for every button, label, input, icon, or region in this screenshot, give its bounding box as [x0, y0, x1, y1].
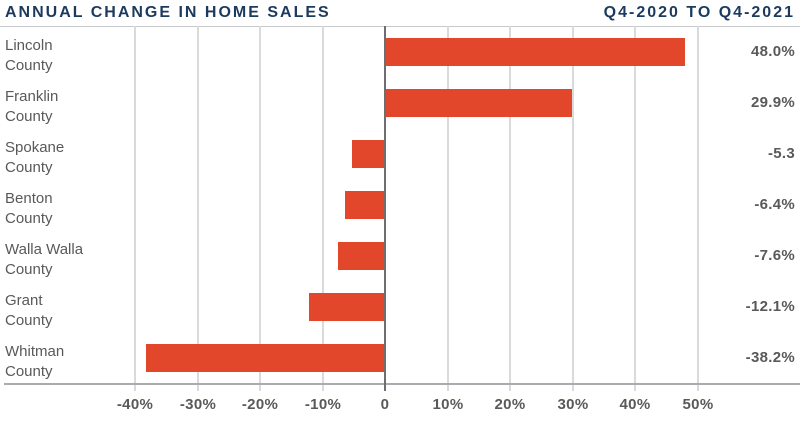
- vertical-gridline: [447, 26, 449, 384]
- vertical-gridline: [197, 26, 199, 384]
- x-axis-tick: [634, 384, 636, 391]
- category-label-line: County: [5, 108, 53, 125]
- value-label: -12.1%: [745, 298, 795, 315]
- category-label-line: County: [5, 312, 53, 329]
- x-tick-label: 0: [380, 396, 390, 413]
- zero-baseline: [384, 26, 386, 391]
- x-tick-label: -10%: [304, 396, 342, 413]
- x-axis-tick: [697, 384, 699, 391]
- vertical-gridline: [509, 26, 511, 384]
- value-label: 48.0%: [750, 43, 795, 60]
- x-tick-label: 20%: [494, 396, 526, 413]
- category-label-line: Lincoln: [5, 37, 53, 54]
- x-tick-label: -30%: [179, 396, 217, 413]
- x-axis-tick: [134, 384, 136, 391]
- bar-whitman-county: [146, 344, 385, 372]
- value-label: 29.9%: [750, 94, 795, 111]
- value-label: -6.4%: [754, 196, 795, 213]
- x-tick-label: 30%: [557, 396, 589, 413]
- bar-walla-walla-county: [338, 242, 386, 270]
- category-label-line: Grant: [5, 292, 43, 309]
- category-label: Franklin County: [5, 87, 115, 127]
- category-label-line: County: [5, 363, 53, 380]
- x-tick-label: -20%: [241, 396, 279, 413]
- plot-top-border: [0, 26, 800, 27]
- category-label-line: Benton: [5, 190, 53, 207]
- chart-title: ANNUAL CHANGE IN HOME SALES: [5, 4, 331, 21]
- bar-benton-county: [345, 191, 385, 219]
- category-label: Lincoln County: [5, 36, 115, 76]
- value-label: -7.6%: [754, 247, 795, 264]
- vertical-gridline: [572, 26, 574, 384]
- x-axis-tick: [322, 384, 324, 391]
- category-label-line: Spokane: [5, 139, 65, 156]
- category-label-line: Franklin: [5, 88, 59, 105]
- category-label: Walla Walla County: [5, 240, 115, 280]
- category-label: Spokane County: [5, 138, 115, 178]
- bar-grant-county: [309, 293, 385, 321]
- vertical-gridline: [259, 26, 261, 384]
- x-axis-line: [4, 383, 800, 385]
- value-label: -5.3: [767, 145, 795, 162]
- vertical-gridline: [634, 26, 636, 384]
- vertical-gridline: [322, 26, 324, 384]
- x-axis-tick: [509, 384, 511, 391]
- category-label: Benton County: [5, 189, 115, 229]
- x-axis-tick: [447, 384, 449, 391]
- category-label-line: County: [5, 159, 53, 176]
- category-label: Grant County: [5, 291, 115, 331]
- bar-lincoln-county: [385, 38, 685, 66]
- x-tick-label: 10%: [432, 396, 464, 413]
- vertical-gridline: [134, 26, 136, 384]
- category-label-line: County: [5, 261, 53, 278]
- x-tick-label: -40%: [116, 396, 154, 413]
- category-label-line: Walla Walla: [5, 241, 84, 258]
- x-axis-tick: [259, 384, 261, 391]
- vertical-gridline: [697, 26, 699, 384]
- category-label-line: County: [5, 57, 53, 74]
- x-axis-tick: [197, 384, 199, 391]
- bar-spokane-county: [352, 140, 385, 168]
- value-label: -38.2%: [745, 349, 795, 366]
- bar-franklin-county: [385, 89, 572, 117]
- category-label-line: County: [5, 210, 53, 227]
- x-axis-tick: [572, 384, 574, 391]
- chart-period-label: Q4-2020 TO Q4-2021: [603, 4, 795, 21]
- category-label: Whitman County: [5, 342, 115, 382]
- x-tick-label: 40%: [619, 396, 651, 413]
- category-label-line: Whitman: [5, 343, 65, 360]
- x-tick-label: 50%: [682, 396, 714, 413]
